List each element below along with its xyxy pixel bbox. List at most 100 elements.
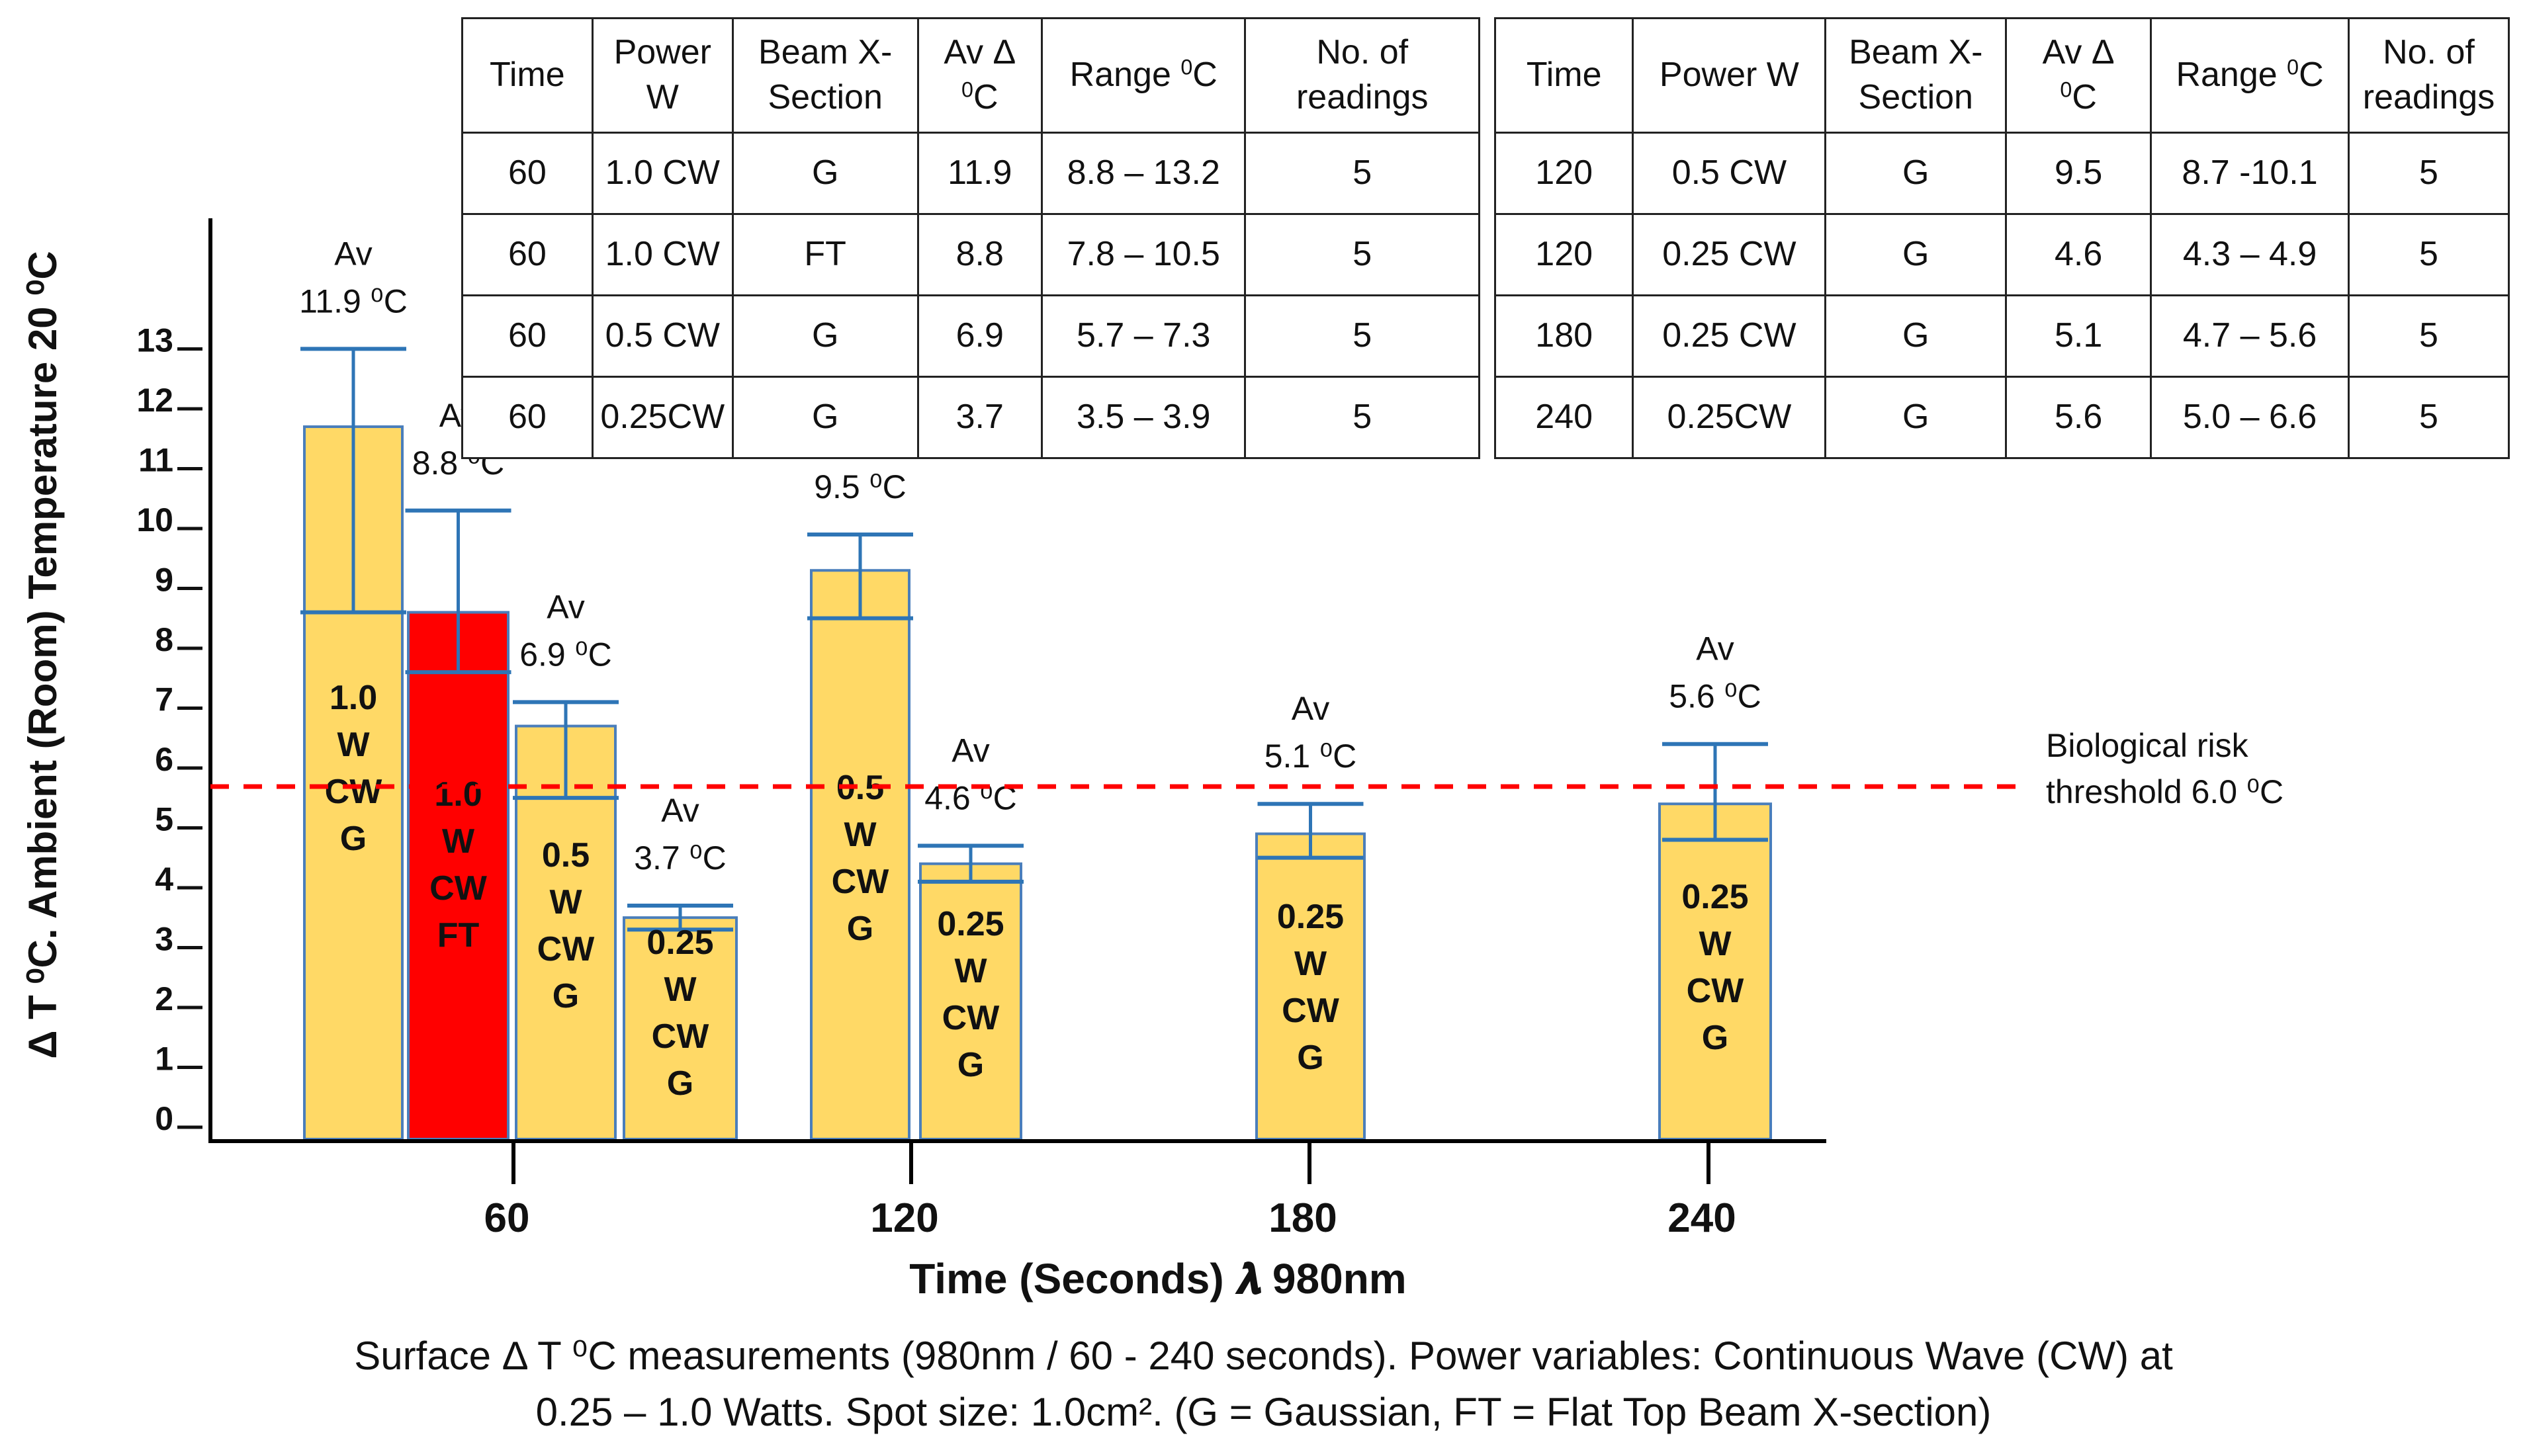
- results-table-left: Time Power W Beam X- Section Av Δ 0C Range …: [461, 17, 1480, 459]
- y-tick-label: 13: [136, 322, 173, 359]
- table-cell: 5: [2347, 132, 2510, 215]
- table-cell: G: [1824, 132, 2008, 215]
- table-cell: 0.25CW: [1632, 376, 1827, 459]
- table-cell: 0.25 CW: [1632, 294, 1827, 378]
- table-row: 240 0.25CW G 5.6 5.0 – 6.6 5: [1493, 376, 2510, 459]
- bar-240-7: [1658, 802, 1772, 1140]
- bar-inner-label: 0.25: [1277, 898, 1344, 936]
- y-tick-label: 3: [155, 921, 173, 958]
- bar-inner-label: W: [844, 816, 877, 854]
- bar-inner-label: FT: [437, 916, 480, 955]
- table-cell: 7.8 – 10.5: [1041, 213, 1247, 296]
- bar-inner-label: G: [667, 1064, 693, 1103]
- bar-inner-label: CW: [325, 773, 383, 811]
- table-cell: 11.9: [916, 132, 1043, 215]
- bar-inner-label: G: [553, 977, 579, 1015]
- table-cell: 4.7 – 5.6: [2150, 294, 2350, 378]
- bar-inner-label: W: [1294, 945, 1327, 983]
- table-cell: 3.5 – 3.9: [1041, 376, 1247, 459]
- y-axis-title: Δ T ⁰C. Ambient (Room) Temperature 20 ⁰C: [21, 251, 65, 1058]
- y-tick-label: 7: [155, 681, 173, 718]
- table-cell: 1.0 CW: [591, 213, 734, 296]
- header-readings: No. of readings: [2347, 17, 2510, 134]
- table-cell: 8.8 – 13.2: [1041, 132, 1247, 215]
- table-cell: 5: [1244, 294, 1480, 378]
- header-range: Range 0C: [1041, 17, 1247, 134]
- header-av: Av Δ 0C: [916, 17, 1043, 134]
- table-cell: 5: [1244, 376, 1480, 459]
- header-beam: Beam X- Section: [1824, 17, 2008, 134]
- bar-180-6: [1255, 832, 1366, 1140]
- table-cell: FT: [731, 213, 919, 296]
- y-tick-label: 4: [155, 861, 173, 898]
- figure-caption-line2: 0.25 – 1.0 Watts. Spot size: 1.0cm². (G …: [535, 1390, 1992, 1434]
- table-row: 60 1.0 CW G 11.9 8.8 – 13.2 5: [461, 132, 1480, 215]
- bar-inner-label: CW: [537, 930, 596, 968]
- bar-inner-label: W: [1699, 925, 1732, 963]
- threshold-label-line2: threshold 6.0 ⁰C: [2046, 773, 2283, 810]
- table-cell: 8.8: [916, 213, 1043, 296]
- bar-inner-label: CW: [942, 999, 1000, 1037]
- table-cell: 5.7 – 7.3: [1041, 294, 1247, 378]
- table-row: 120 0.25 CW G 4.6 4.3 – 4.9 5: [1493, 213, 2510, 296]
- bar-inner-label: G: [957, 1046, 984, 1084]
- table-header-row: Time Power W Beam X- Section Av Δ 0C Range …: [461, 17, 1480, 134]
- table-cell: 60: [461, 294, 594, 378]
- table-cell: 60: [461, 376, 594, 459]
- y-tick-label: 1: [155, 1041, 173, 1078]
- bar-inner-label: CW: [1282, 992, 1340, 1030]
- figure-caption-line1: Surface Δ T ⁰C measurements (980nm / 60 …: [354, 1334, 2173, 1378]
- table-cell: 5: [1244, 132, 1480, 215]
- table-cell: 5.6: [2005, 376, 2152, 459]
- bar-inner-label: CW: [1687, 972, 1745, 1010]
- table-cell: 4.6: [2005, 213, 2152, 296]
- bar-inner-label: W: [337, 726, 370, 764]
- table-row: 60 0.25CW G 3.7 3.5 – 3.9 5: [461, 376, 1480, 459]
- bar-inner-label: W: [954, 952, 987, 990]
- bar-inner-label: 1.0: [434, 775, 482, 814]
- table-cell: 4.3 – 4.9: [2150, 213, 2350, 296]
- threshold-label-line1: Biological risk: [2046, 727, 2249, 764]
- bar-inner-label: 0.25: [937, 905, 1004, 943]
- header-power: Power W: [1632, 17, 1827, 134]
- bar-av-label: Av: [1696, 630, 1734, 667]
- results-table-right: Time Power W Beam X- Section Av Δ 0C Range…: [1493, 17, 2510, 459]
- header-power: Power W: [591, 17, 734, 134]
- bar-inner-label: G: [1297, 1039, 1323, 1077]
- table-cell: 5.0 – 6.6: [2150, 376, 2350, 459]
- y-tick-label: 11: [138, 442, 173, 479]
- table-cell: G: [731, 376, 919, 459]
- bar-inner-label: 0.5: [542, 836, 590, 875]
- table-row: 180 0.25 CW G 5.1 4.7 – 5.6 5: [1493, 294, 2510, 378]
- table-cell: 0.25CW: [591, 376, 734, 459]
- bar-value-label: 11.9 ⁰C: [299, 282, 408, 320]
- y-tick-label: 12: [136, 382, 173, 419]
- bar-120-5: [919, 862, 1022, 1140]
- table-cell: 1.0 CW: [591, 132, 734, 215]
- table-cell: 9.5: [2005, 132, 2152, 215]
- table-cell: G: [731, 132, 919, 215]
- y-tick-label: 10: [136, 501, 173, 538]
- table-row: 60 0.5 CW G 6.9 5.7 – 7.3 5: [461, 294, 1480, 378]
- bar-inner-label: W: [442, 822, 475, 861]
- bar-120-4: [810, 569, 910, 1140]
- table-cell: 5: [2347, 213, 2510, 296]
- table-cell: 5: [1244, 213, 1480, 296]
- bar-av-label: Av: [334, 235, 372, 272]
- header-time: Time: [461, 17, 594, 134]
- bar-value-label: 5.1 ⁰C: [1264, 738, 1357, 775]
- bar-inner-label: CW: [652, 1017, 710, 1056]
- y-tick-label: 5: [155, 801, 173, 838]
- table-cell: 60: [461, 213, 594, 296]
- y-tick-label: 9: [155, 562, 173, 599]
- y-tick-label: 6: [155, 741, 173, 778]
- bar-inner-label: 0.25: [646, 923, 713, 962]
- x-tick-label: 120: [870, 1195, 938, 1241]
- header-time: Time: [1493, 17, 1634, 134]
- table-cell: 5: [2347, 294, 2510, 378]
- bar-inner-label: CW: [832, 863, 890, 901]
- bar-av-label: Av: [661, 792, 699, 829]
- bar-inner-label: G: [340, 820, 367, 858]
- bar-inner-label: CW: [429, 869, 488, 908]
